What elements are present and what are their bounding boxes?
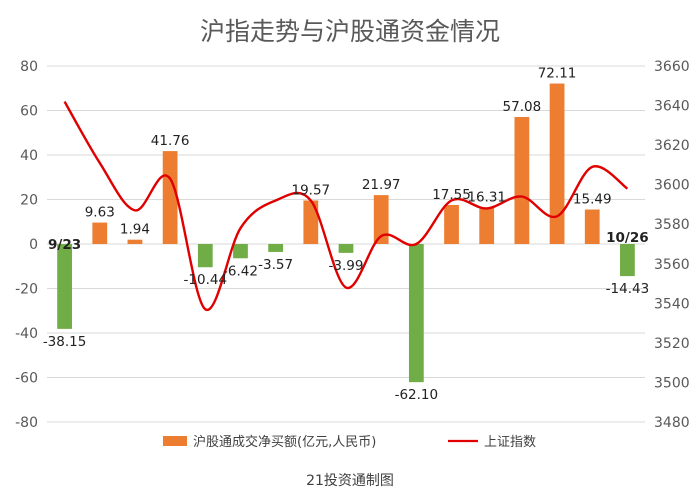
data-labels: -38.15 9.63 1.94 41.76 -10.44-6.42 -3.57 19.57…: [43, 66, 649, 404]
y-left-tick-label: -60: [15, 371, 38, 387]
y-left-tick-label: 20: [20, 193, 38, 209]
bar-value-label: 16.31: [467, 190, 506, 206]
bar-value-label: -62.10: [395, 387, 439, 403]
bar: [127, 239, 143, 244]
y-left-tick-label: 40: [20, 148, 38, 164]
bar: [373, 195, 389, 244]
y-right-tick-label: 3560: [654, 257, 690, 273]
bar-series: [57, 83, 635, 383]
bar: [233, 244, 248, 259]
bar: [57, 244, 72, 329]
bar: [92, 222, 108, 244]
y-right-tick-label: 3540: [654, 296, 690, 312]
legend-bar-swatch: [163, 436, 187, 446]
bar: [197, 244, 213, 268]
index-line: [63, 101, 629, 311]
axes: 80 60 40 20 0 -20 -40 -60 -80 3660 3640 3620 3600 358…: [15, 59, 690, 431]
bar-value-label: -14.43: [606, 281, 650, 297]
bar: [268, 244, 284, 252]
bar-value-label: 15.49: [573, 192, 612, 208]
bar-value-label: 21.97: [362, 177, 401, 193]
bar-value-label: -6.42: [223, 263, 258, 279]
line-series: [63, 101, 629, 311]
y-left-tick-label: -40: [15, 326, 38, 342]
bar-value-label: 41.76: [151, 133, 190, 149]
source-note: 21投资通制图: [306, 473, 394, 489]
y-right-tick-label: 3520: [654, 336, 690, 352]
x-label-first: 9/23: [48, 237, 81, 253]
y-left-tick-label: -80: [15, 415, 38, 431]
y-left-tick-label: -20: [15, 282, 38, 298]
x-label-last: 10/26: [606, 230, 649, 246]
y-right-tick-label: 3620: [654, 138, 690, 154]
y-left-tick-label: 0: [29, 237, 38, 253]
bar: [584, 209, 600, 244]
legend-line-label: 上证指数: [484, 435, 536, 450]
legend: 沪股通成交净买额(亿元,人民币) 上证指数: [163, 434, 536, 450]
y-right-tick-label: 3640: [654, 99, 690, 115]
bar-value-label: -10.44: [184, 272, 228, 288]
bar-value-label: 17.55: [432, 187, 471, 203]
bar-value-label: 9.63: [85, 205, 115, 221]
bar: [444, 204, 459, 244]
bar-value-label: 57.08: [503, 99, 542, 115]
bar-value-label: 72.11: [538, 66, 577, 82]
bar: [162, 151, 178, 244]
bar: [514, 116, 530, 244]
bar-value-label: 1.94: [120, 222, 150, 238]
bar: [620, 244, 635, 277]
y-right-tick-label: 3660: [654, 59, 690, 75]
y-right-tick-label: 3500: [654, 375, 690, 391]
bar: [479, 207, 495, 244]
y-left-tick-label: 60: [20, 104, 38, 120]
bar-value-label: -3.99: [329, 258, 364, 274]
y-right-tick-label: 3580: [654, 217, 690, 233]
y-left-tick-label: 80: [20, 59, 38, 75]
bar: [338, 244, 354, 253]
bar-value-label: 19.57: [291, 182, 330, 198]
legend-bar-label: 沪股通成交净买额(亿元,人民币): [193, 434, 376, 450]
bar: [549, 83, 565, 244]
bar: [303, 200, 319, 244]
y-right-tick-label: 3600: [654, 178, 690, 194]
y-right-tick-label: 3480: [654, 415, 690, 431]
bar: [408, 244, 424, 383]
bar-value-label: -38.15: [43, 334, 87, 350]
bar-value-label: -3.57: [258, 257, 293, 273]
chart-title: 沪指走势与沪股通资金情况: [200, 17, 500, 46]
